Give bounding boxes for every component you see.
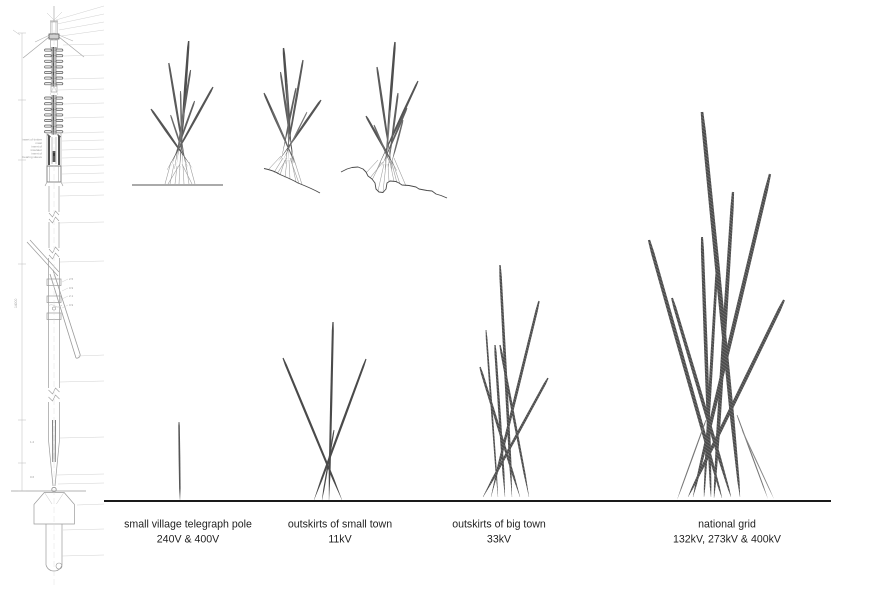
svg-text:2.1: 2.1	[69, 294, 74, 298]
svg-text:insert of timber: insert of timber	[22, 138, 42, 142]
svg-text:2.5: 2.5	[69, 277, 74, 281]
svg-text:132kV, 273kV & 400kV: 132kV, 273kV & 400kV	[673, 534, 782, 546]
svg-text:insulator: insulator	[31, 148, 42, 152]
svg-text:insert of: insert of	[31, 152, 42, 156]
svg-text:33kV: 33kV	[487, 534, 512, 546]
svg-text:small village telegraph pole: small village telegraph pole	[124, 519, 252, 531]
svg-text:0.6: 0.6	[30, 475, 35, 479]
svg-text:insert of: insert of	[31, 145, 42, 149]
svg-text:0.9: 0.9	[69, 286, 74, 290]
svg-text:240V & 400V: 240V & 400V	[157, 534, 220, 546]
svg-text:outskirts of small town: outskirts of small town	[288, 519, 392, 531]
svg-text:mast: mast	[35, 141, 42, 145]
svg-text:11kV: 11kV	[328, 534, 352, 546]
svg-text:outskirts of big town: outskirts of big town	[452, 519, 546, 531]
svg-text:1.2: 1.2	[30, 440, 35, 444]
svg-text:national grid: national grid	[698, 519, 756, 531]
svg-text:14000: 14000	[14, 298, 18, 308]
svg-text:0.9: 0.9	[69, 303, 74, 307]
svg-text:bearing sleeve: bearing sleeve	[22, 155, 42, 159]
